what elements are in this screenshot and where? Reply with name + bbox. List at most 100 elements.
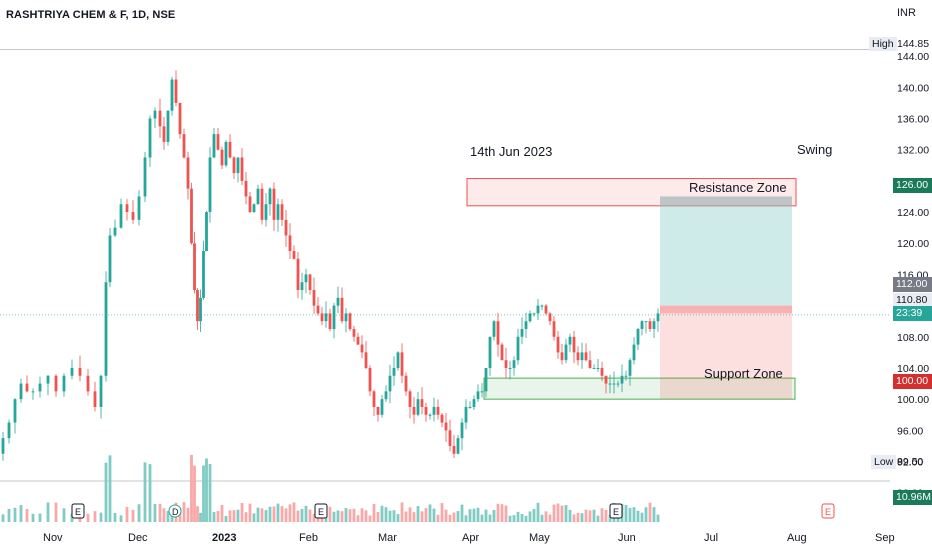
candle-body xyxy=(324,313,328,322)
volume-bar xyxy=(296,510,300,522)
volume-bar xyxy=(62,508,66,522)
volume-bar xyxy=(448,514,452,522)
x-label-may: May xyxy=(529,532,550,544)
volume-tag: 10.96M xyxy=(893,490,932,505)
volume-bar xyxy=(304,505,308,522)
volume-bar xyxy=(232,510,236,522)
candle-body xyxy=(616,383,620,385)
volume-bar xyxy=(340,511,344,522)
event-marker-label: E xyxy=(613,507,619,517)
candle-body xyxy=(308,274,312,291)
candle-body xyxy=(452,445,456,454)
volume-bar xyxy=(444,509,448,522)
volume-bar xyxy=(636,510,640,522)
volume-bar xyxy=(166,510,170,522)
loss-zone xyxy=(660,313,792,400)
candle-body xyxy=(436,406,440,415)
candle-body xyxy=(119,204,123,228)
volume-bar xyxy=(520,513,524,522)
volume-bar xyxy=(484,509,488,522)
volume-bar xyxy=(532,509,536,522)
candle-body xyxy=(276,204,280,220)
candle-body xyxy=(264,204,268,220)
candle-body xyxy=(580,352,584,361)
y-tick-label: 108.00 xyxy=(897,332,929,344)
low-value: 89.50 xyxy=(897,456,924,468)
y-tick-label: 132.00 xyxy=(897,145,929,157)
volume-bar xyxy=(396,514,400,522)
volume-bar xyxy=(212,512,216,522)
event-marker-label: E xyxy=(75,507,81,517)
x-label-nov: Nov xyxy=(43,532,63,544)
candle-body xyxy=(220,149,224,166)
candle-body xyxy=(556,336,560,353)
candle-body xyxy=(404,375,408,392)
volume-bar xyxy=(580,513,584,522)
candle-body xyxy=(400,352,404,376)
candle-body xyxy=(640,321,644,329)
countdown-tag: 23:39 xyxy=(893,306,932,321)
volume-bar xyxy=(312,513,316,522)
volume-bar xyxy=(308,509,312,522)
candle-body xyxy=(344,313,348,322)
volume-bar xyxy=(556,503,560,522)
candle-body xyxy=(412,406,416,415)
volume-bar xyxy=(224,515,228,522)
candle-body xyxy=(492,321,496,337)
candle-body xyxy=(480,391,484,393)
candle-body xyxy=(336,297,340,306)
candle-body xyxy=(178,102,182,135)
volume-bar xyxy=(264,510,268,522)
candle-body xyxy=(252,204,256,213)
candle-body xyxy=(170,79,174,111)
volume-bar xyxy=(336,510,340,522)
candle-body xyxy=(228,141,232,158)
volume-bar xyxy=(492,509,496,522)
x-label-mar: Mar xyxy=(378,532,397,544)
candle-body xyxy=(604,375,608,384)
volume-bar xyxy=(19,505,23,522)
volume-bar xyxy=(652,507,656,522)
candle-body xyxy=(25,383,29,392)
candle-body xyxy=(456,438,460,454)
y-tick-label: 124.00 xyxy=(897,207,929,219)
candle-body xyxy=(268,188,272,205)
volume-bar xyxy=(512,515,516,522)
candle-body xyxy=(416,399,420,415)
volume-bar xyxy=(344,508,348,522)
volume-bar xyxy=(380,505,384,522)
volume-bar xyxy=(416,506,420,522)
volume-bar xyxy=(256,507,260,522)
candle-body xyxy=(196,290,199,322)
volume-bar xyxy=(644,507,648,522)
volume-bar xyxy=(576,512,580,522)
candle-body xyxy=(1,438,5,454)
volume-bar xyxy=(193,465,196,522)
candle-body xyxy=(19,383,23,400)
candle-body xyxy=(360,344,364,353)
date-annotation: 14th Jun 2023 xyxy=(470,144,553,159)
entry-band xyxy=(660,305,792,314)
volume-bar xyxy=(272,506,276,522)
candle-body xyxy=(356,336,360,345)
volume-bar xyxy=(528,511,532,522)
volume-bar xyxy=(113,512,117,522)
y-tick-label: 120.00 xyxy=(897,238,929,250)
support-zone-label: Support Zone xyxy=(704,366,783,381)
volume-bar xyxy=(99,512,103,522)
volume-bar xyxy=(268,506,272,522)
high-label: High xyxy=(869,37,897,51)
candle-body xyxy=(280,204,284,220)
candle-body xyxy=(484,367,488,392)
volume-bar xyxy=(86,513,90,522)
volume-bar xyxy=(544,511,548,522)
volume-bar xyxy=(131,509,135,522)
volume-bar xyxy=(360,508,364,522)
candle-body xyxy=(584,352,588,361)
candle-body xyxy=(190,188,193,244)
candle-body xyxy=(148,118,152,158)
volume-bar xyxy=(648,502,652,522)
volume-bar xyxy=(624,504,628,522)
